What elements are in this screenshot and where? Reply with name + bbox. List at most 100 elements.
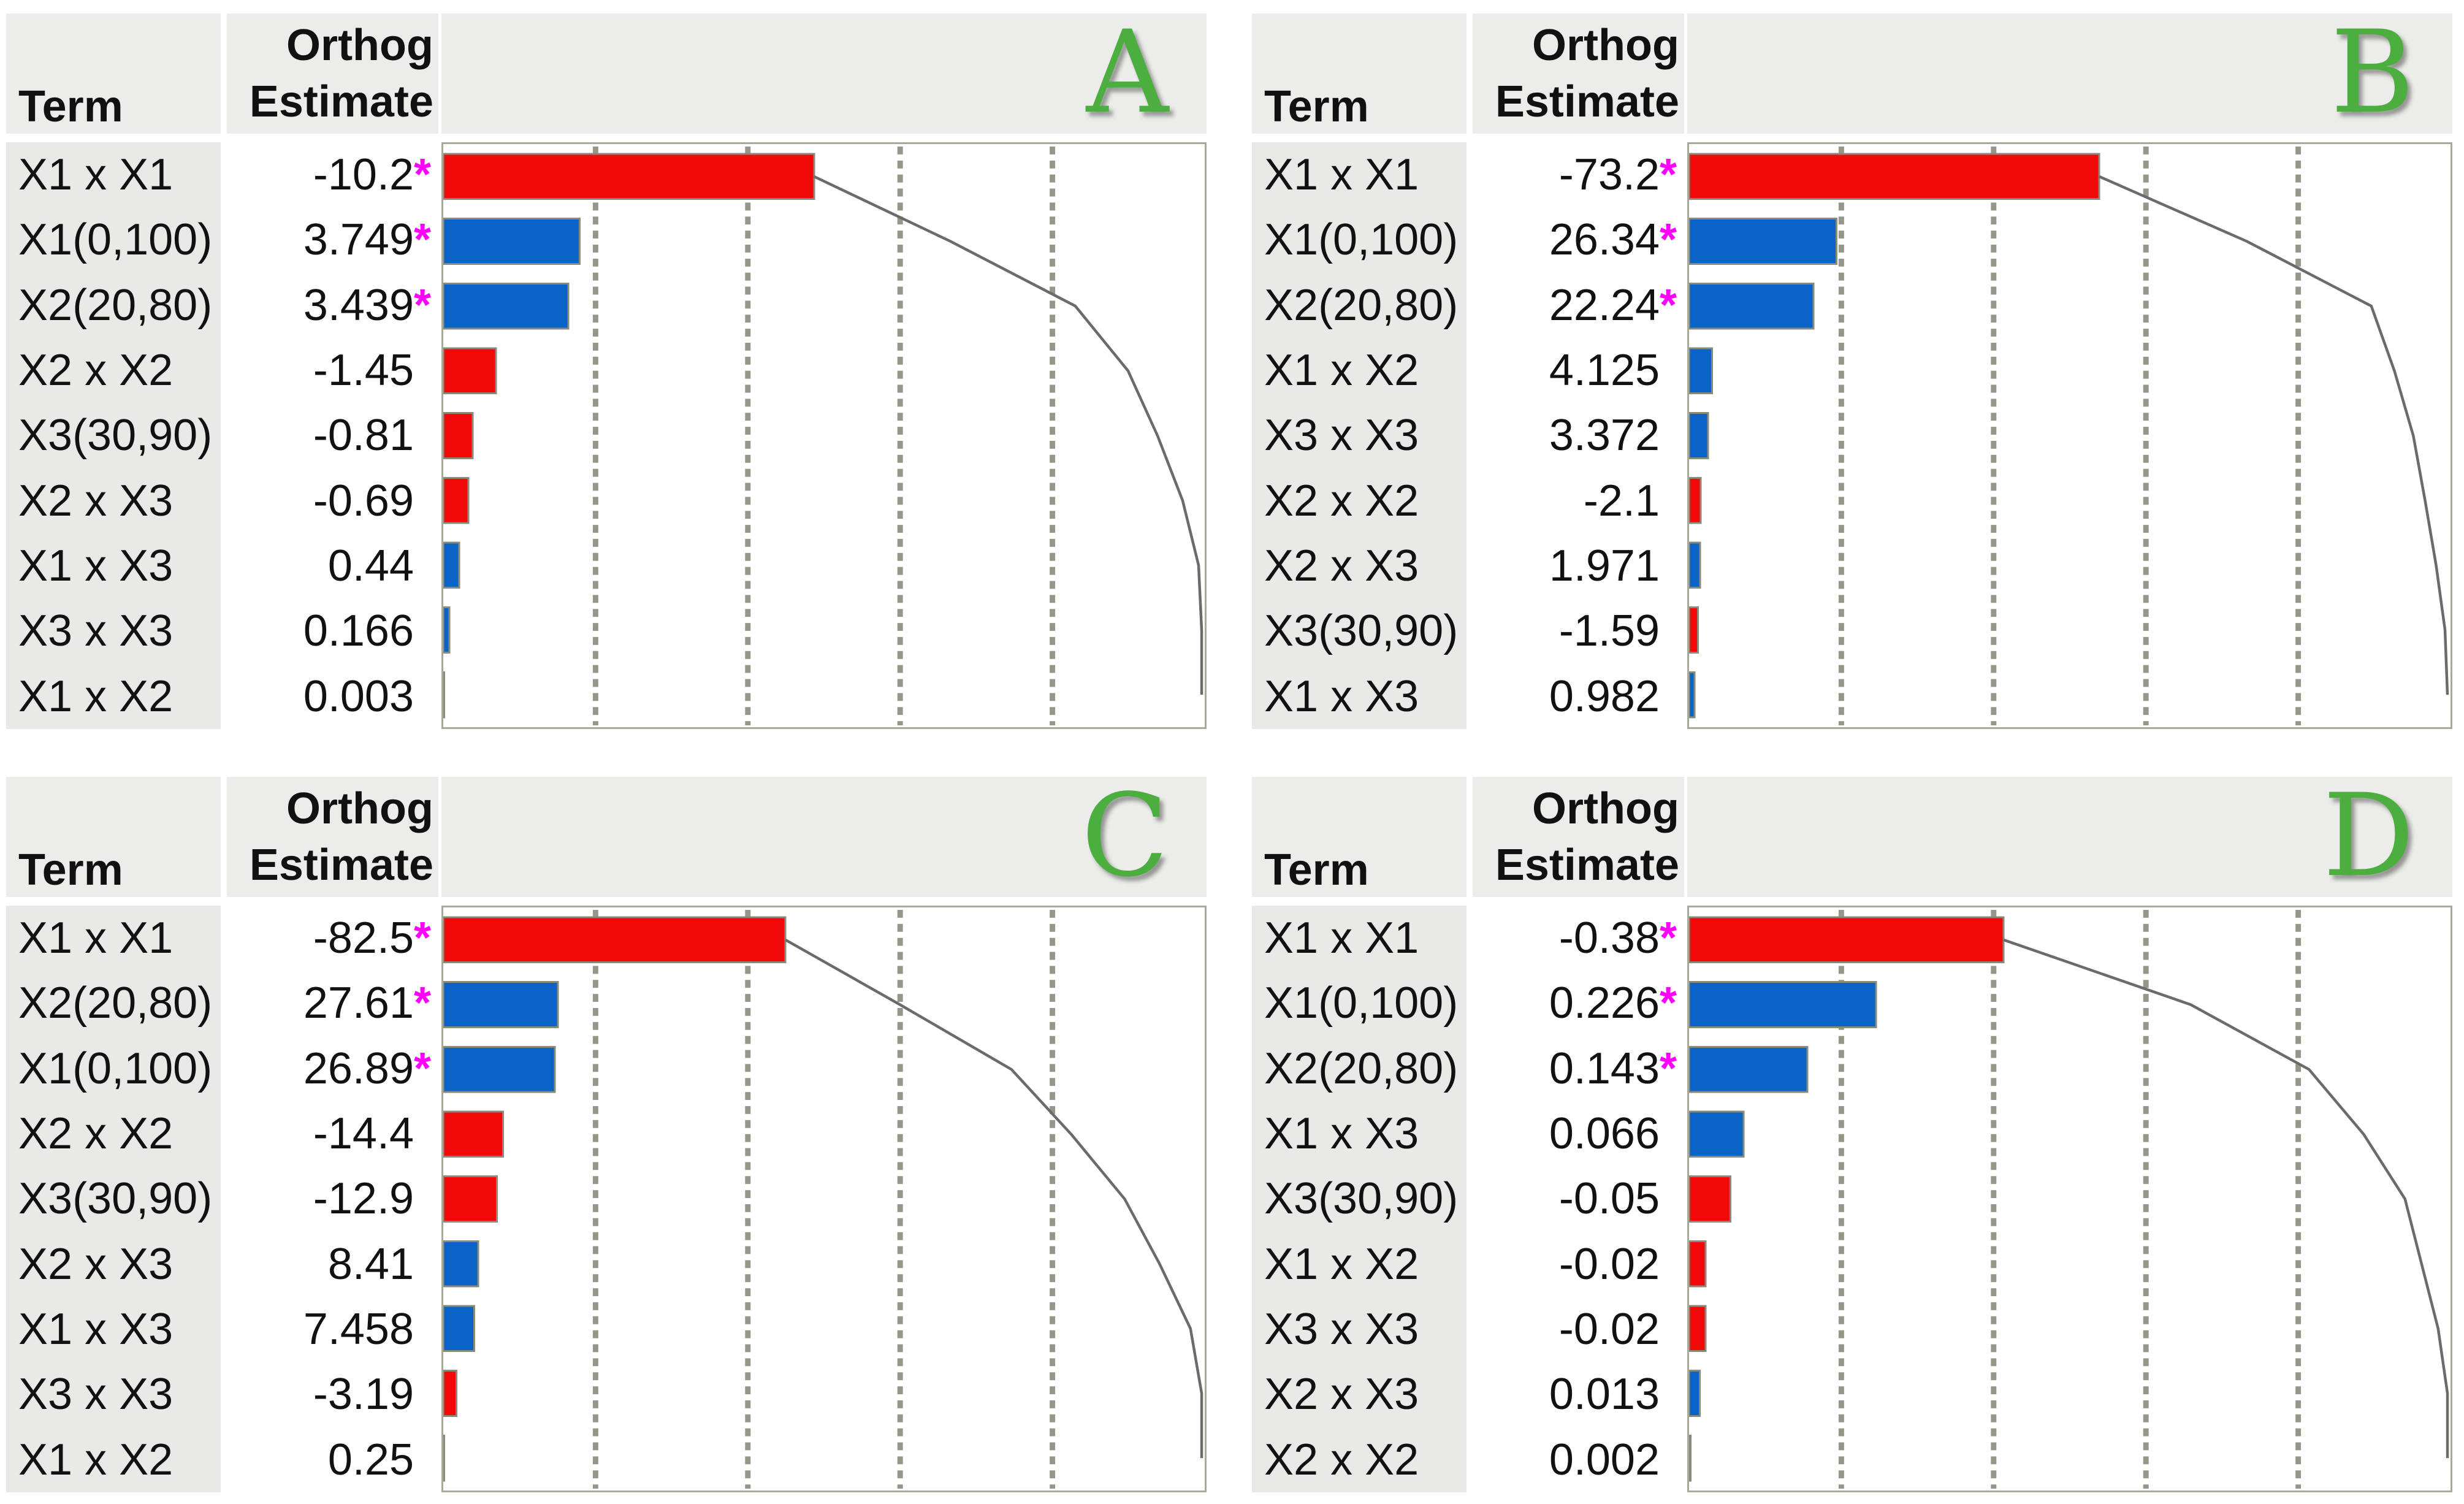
term-text: X2 x X2 <box>1264 1435 1419 1484</box>
term-cell: X1(0,100) <box>6 207 221 272</box>
significance-star: * <box>414 979 432 1028</box>
term-text: X2 x X2 <box>18 346 174 395</box>
estimate-cell: 0.166 <box>227 598 438 663</box>
significance-star: * <box>1660 914 1677 963</box>
panel-letter-b: B <box>2330 6 2414 139</box>
pareto-plot <box>1687 142 2452 729</box>
term-cell: X2(20,80) <box>1252 273 1467 338</box>
term-text: X2(20,80) <box>18 979 213 1028</box>
term-cell: X1 x X1 <box>6 906 221 971</box>
estimate-label: Estimate <box>1495 840 1679 890</box>
pareto-bar <box>443 218 581 265</box>
pareto-bar <box>443 1110 504 1158</box>
term-text: X1 x X2 <box>18 1435 174 1484</box>
pareto-bar <box>443 916 787 964</box>
cumulative-curve <box>784 938 1203 1459</box>
estimate-cell: 3.439 * <box>227 273 438 338</box>
estimate-value: 0.002 <box>1549 1435 1660 1484</box>
estimate-cell: 3.749 * <box>227 207 438 272</box>
estimate-value: 22.24 <box>1549 280 1660 330</box>
estimate-value: 3.749 <box>303 215 414 265</box>
term-cell: X2 x X3 <box>1252 533 1467 598</box>
estimate-cell: -0.69 <box>227 468 438 533</box>
estimate-value: 0.25 <box>327 1435 414 1484</box>
term-text: X3 x X3 <box>1264 1305 1419 1354</box>
significance-star: * <box>1660 150 1677 200</box>
estimate-cell: 7.458 <box>227 1297 438 1362</box>
pareto-bar <box>1689 347 1714 395</box>
pareto-bar <box>1689 541 1701 589</box>
pareto-bar <box>443 1175 498 1223</box>
term-header-label: Term <box>18 846 123 895</box>
estimate-value: 0.143 <box>1549 1044 1660 1093</box>
estimate-cell: -82.5 * <box>227 906 438 971</box>
estimate-value: -12.9 <box>313 1174 414 1224</box>
pareto-bar <box>1689 606 1699 654</box>
significance-star: * <box>1660 979 1677 1028</box>
significance-star: * <box>1660 280 1677 330</box>
estimate-cell: 0.002 <box>1473 1427 1684 1492</box>
estimate-value: 0.44 <box>327 541 414 591</box>
orthog-estimate-header: Orthog Estimate <box>227 13 438 134</box>
term-text: X3 x X3 <box>18 1370 174 1419</box>
estimate-label: Estimate <box>1495 77 1679 126</box>
term-cell: X1 x X2 <box>6 664 221 729</box>
orthog-label: Orthog <box>1532 20 1679 70</box>
term-text: X1 x X1 <box>18 150 174 200</box>
estimate-value: -0.69 <box>313 476 414 525</box>
significance-star: * <box>414 280 432 330</box>
term-cell: X3(30,90) <box>6 403 221 468</box>
orthog-label: Orthog <box>286 20 433 70</box>
term-text: X2 x X3 <box>18 476 174 525</box>
estimate-cell: 0.013 <box>1473 1362 1684 1427</box>
term-cell: X1(0,100) <box>1252 971 1467 1036</box>
estimate-cell: 0.44 <box>227 533 438 598</box>
estimate-value: -3.19 <box>313 1370 414 1419</box>
term-header: Term <box>1252 13 1467 134</box>
panel-C: Term Orthog Estimate C X1 x X1 X2(20,80) X… <box>6 777 1207 1492</box>
term-cell: X2 x X3 <box>1252 1362 1467 1427</box>
pareto-bar <box>443 1045 556 1093</box>
pareto-bar <box>1689 282 1815 330</box>
pareto-bar <box>443 671 445 719</box>
estimate-value: 0.003 <box>303 671 414 721</box>
pareto-bar <box>443 1370 458 1417</box>
term-text: X1 x X3 <box>1264 671 1419 721</box>
term-cell: X1 x X1 <box>1252 906 1467 971</box>
estimate-cell: 8.41 <box>227 1232 438 1297</box>
pareto-bar <box>1689 1110 1745 1158</box>
term-cell: X3(30,90) <box>1252 598 1467 663</box>
significance-star: * <box>414 1044 432 1093</box>
estimate-value: 1.971 <box>1549 541 1660 591</box>
pareto-bar <box>443 1240 479 1288</box>
pareto-chart-svg <box>1689 909 2449 1489</box>
term-text: X2 x X3 <box>18 1239 174 1289</box>
term-cell: X1 x X1 <box>1252 142 1467 207</box>
pareto-bar <box>1689 1305 1707 1353</box>
term-cell: X3 x X3 <box>6 598 221 663</box>
term-cell: X2 x X3 <box>6 468 221 533</box>
term-text: X1(0,100) <box>1264 979 1459 1028</box>
pareto-plot <box>1687 906 2452 1492</box>
term-cell: X2(20,80) <box>6 971 221 1036</box>
term-cell: X2 x X2 <box>6 338 221 403</box>
term-cell: X1(0,100) <box>1252 207 1467 272</box>
pareto-bar <box>443 1434 446 1482</box>
term-cell: X1 x X3 <box>1252 664 1467 729</box>
term-text: X2 x X2 <box>1264 476 1419 525</box>
orthog-estimate-header: Orthog Estimate <box>1473 13 1684 134</box>
significance-star: * <box>414 914 432 963</box>
term-text: X3(30,90) <box>18 411 213 460</box>
significance-star: * <box>1660 1044 1677 1093</box>
term-cell: X3 x X3 <box>1252 1297 1467 1362</box>
term-column: X1 x X1 X2(20,80) X1(0,100) X2 x X2 X3(30,90… <box>6 906 221 1492</box>
estimate-value: 3.439 <box>303 280 414 330</box>
term-cell: X2 x X2 <box>1252 468 1467 533</box>
term-cell: X2 x X2 <box>6 1101 221 1166</box>
estimate-cell: -12.9 <box>227 1166 438 1231</box>
significance-star: * <box>414 150 432 200</box>
term-cell: X1 x X2 <box>1252 1232 1467 1297</box>
estimate-cell: 0.066 <box>1473 1101 1684 1166</box>
pareto-chart-svg <box>443 909 1203 1489</box>
estimate-value: -73.2 <box>1558 150 1660 200</box>
